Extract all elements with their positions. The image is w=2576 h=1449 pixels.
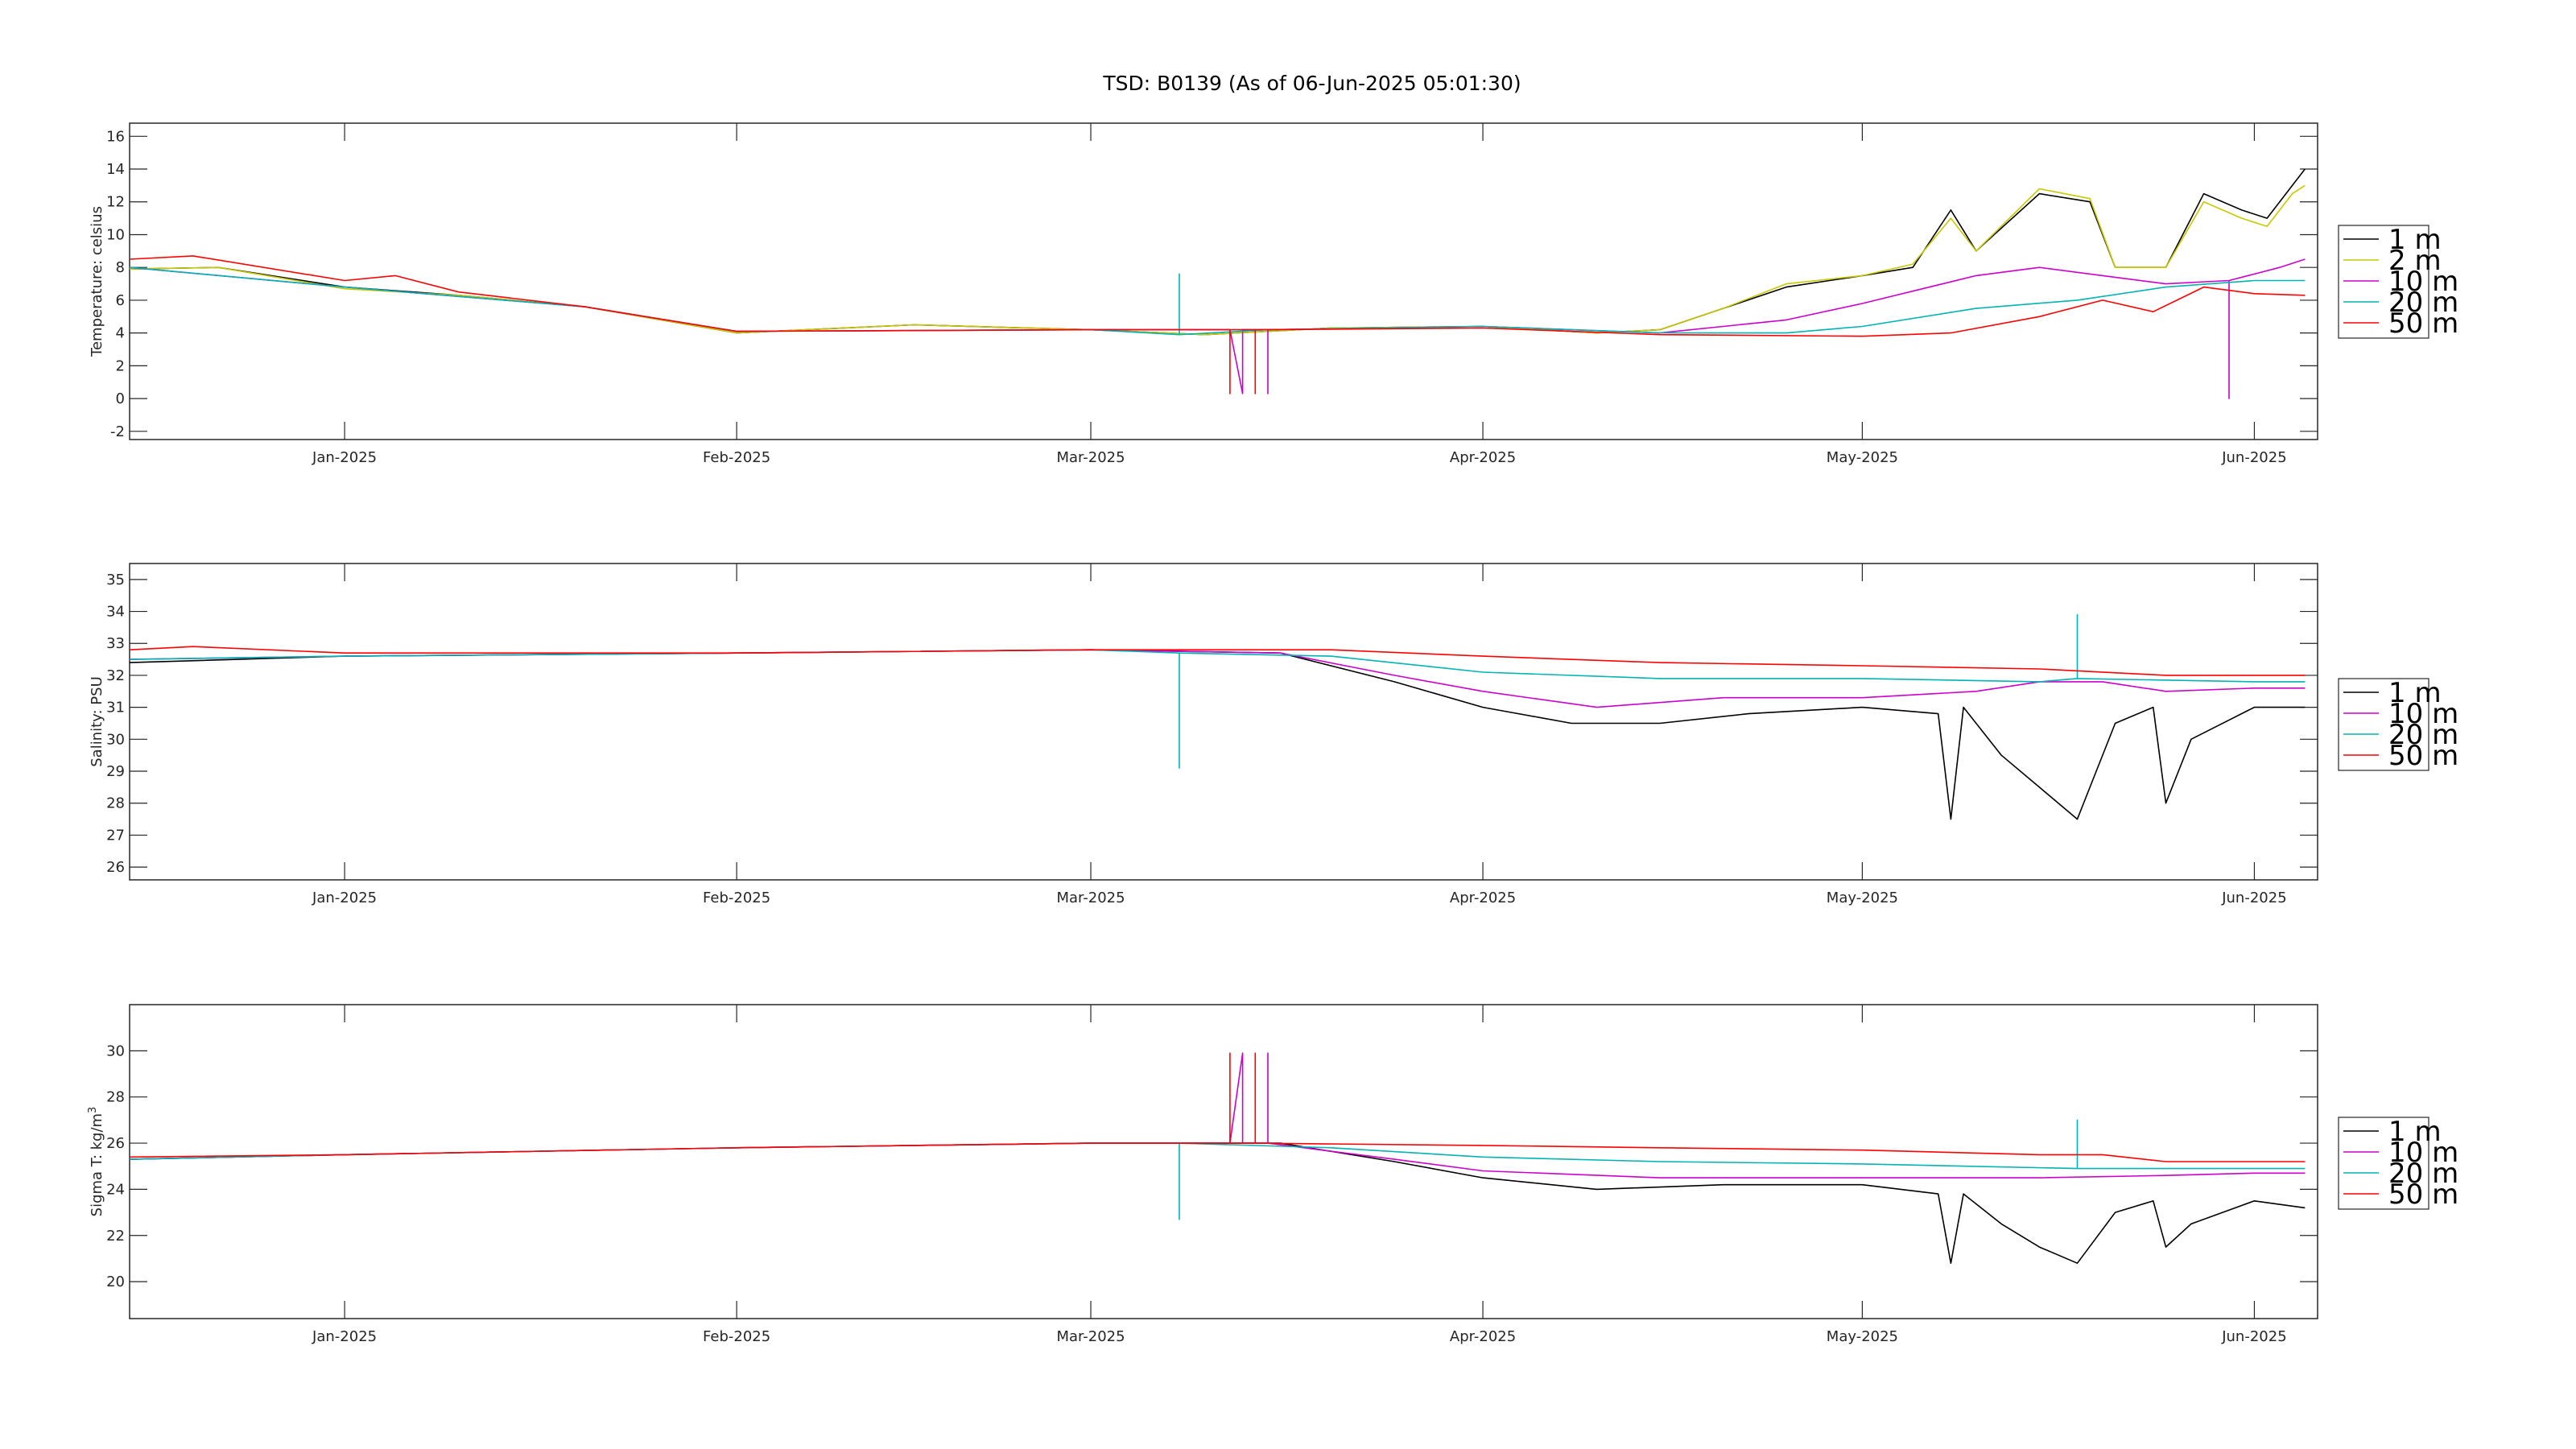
legend-label: 10 m — [2388, 1137, 2458, 1169]
x-tick-label: May-2025 — [1827, 449, 1898, 466]
y-tick-label: 26 — [106, 1135, 125, 1152]
y-tick-label: 30 — [106, 1042, 125, 1059]
y-tick-label: 35 — [106, 572, 125, 588]
legend-label: 1 m — [2388, 224, 2442, 256]
chart-panel-2: 26 27 28 29 30 31 32 33 34 35 Jan-2025 Feb-2025 Mar-… — [89, 563, 2458, 906]
legend: 1 m10 m20 m50 m — [2338, 677, 2458, 772]
plot-area — [129, 1004, 2318, 1319]
legend: 1 m2 m10 m20 m50 m — [2338, 224, 2458, 340]
x-tick-label: Jan-2025 — [312, 890, 377, 906]
legend-label: 10 m — [2388, 698, 2458, 730]
x-tick-label: Mar-2025 — [1056, 1328, 1125, 1345]
y-tick-label: 0 — [116, 390, 125, 407]
x-tick-label: Jan-2025 — [312, 449, 377, 466]
y-tick-label: 10 — [106, 226, 125, 243]
y-tick-label: -2 — [110, 423, 125, 440]
y-tick-label: 32 — [106, 667, 125, 684]
x-tick-label: Feb-2025 — [703, 890, 770, 906]
x-tick-label: May-2025 — [1827, 890, 1898, 906]
x-tick-label: Mar-2025 — [1056, 890, 1125, 906]
y-tick-label: 24 — [106, 1181, 125, 1198]
x-tick-label: Feb-2025 — [703, 1328, 770, 1345]
y-tick-label: 29 — [106, 763, 125, 780]
x-tick-label: Jan-2025 — [312, 1328, 377, 1345]
legend-label: 20 m — [2388, 1158, 2458, 1190]
series-line-50m — [130, 1052, 2306, 1162]
x-tick-label: Mar-2025 — [1056, 449, 1125, 466]
legend-label: 50 m — [2388, 308, 2458, 340]
x-tick-label: Apr-2025 — [1450, 1328, 1516, 1345]
chart-panel-3: 20 22 24 26 28 30 Jan-2025 Feb-2025 Mar-2025 Apr-… — [87, 1004, 2458, 1345]
y-tick-label: 34 — [106, 604, 125, 621]
y-tick-label: 28 — [106, 795, 125, 812]
x-tick-label: Jun-2025 — [2221, 890, 2286, 906]
series-group — [130, 168, 2306, 399]
y-tick-label: 14 — [106, 161, 125, 178]
y-tick-label: 28 — [106, 1089, 125, 1106]
plot-area — [129, 122, 2318, 440]
y-axis-label: Temperature: celsius — [89, 206, 105, 357]
legend-label: 1 m — [2388, 1116, 2442, 1148]
x-tick-label: Feb-2025 — [703, 449, 770, 466]
series-line-50m — [130, 646, 2306, 676]
legend-label: 1 m — [2388, 677, 2442, 709]
x-tick-label: Apr-2025 — [1450, 449, 1516, 466]
y-tick-label: 22 — [106, 1228, 125, 1245]
y-tick-label: 2 — [116, 357, 125, 374]
legend-label: 50 m — [2388, 740, 2458, 772]
y-tick-label: 16 — [106, 128, 125, 145]
plot-area — [129, 563, 2318, 881]
legend: 1 m10 m20 m50 m — [2338, 1116, 2458, 1211]
y-tick-label: 27 — [106, 827, 125, 844]
y-tick-label: 4 — [116, 325, 125, 342]
figure-title: TSD: B0139 (As of 06-Jun-2025 05:01:30) — [1102, 72, 1521, 95]
legend-label: 20 m — [2388, 719, 2458, 751]
series-line-50m — [130, 255, 2306, 394]
y-tick-label: 31 — [106, 700, 125, 716]
legend-label: 50 m — [2388, 1179, 2458, 1211]
series-line-2m — [130, 184, 2306, 336]
y-tick-label: 6 — [116, 292, 125, 309]
legend-label: 10 m — [2388, 266, 2458, 298]
y-axis-label: Sigma T: kg/m3 — [87, 1107, 106, 1217]
legend-label: 2 m — [2388, 245, 2442, 277]
series-group — [130, 1052, 2306, 1264]
y-tick-label: 12 — [106, 194, 125, 211]
y-axis-label: Salinity: PSU — [89, 676, 105, 767]
legend-label: 20 m — [2388, 287, 2458, 319]
x-tick-label: Jun-2025 — [2221, 1328, 2286, 1345]
y-tick-label: 26 — [106, 859, 125, 876]
x-tick-label: Jun-2025 — [2221, 449, 2286, 466]
y-tick-label: 33 — [106, 635, 125, 652]
y-tick-label: 8 — [116, 259, 125, 276]
y-tick-label: 30 — [106, 731, 125, 748]
legend-box — [2338, 225, 2429, 339]
y-tick-label: 20 — [106, 1274, 125, 1290]
x-tick-label: May-2025 — [1827, 1328, 1898, 1345]
chart-panel-1: -2 0 2 4 6 8 10 12 14 16 Jan-2025 Feb-2025 Mar-2025 A… — [89, 122, 2458, 466]
x-tick-label: Apr-2025 — [1450, 890, 1516, 906]
series-group — [130, 613, 2306, 820]
